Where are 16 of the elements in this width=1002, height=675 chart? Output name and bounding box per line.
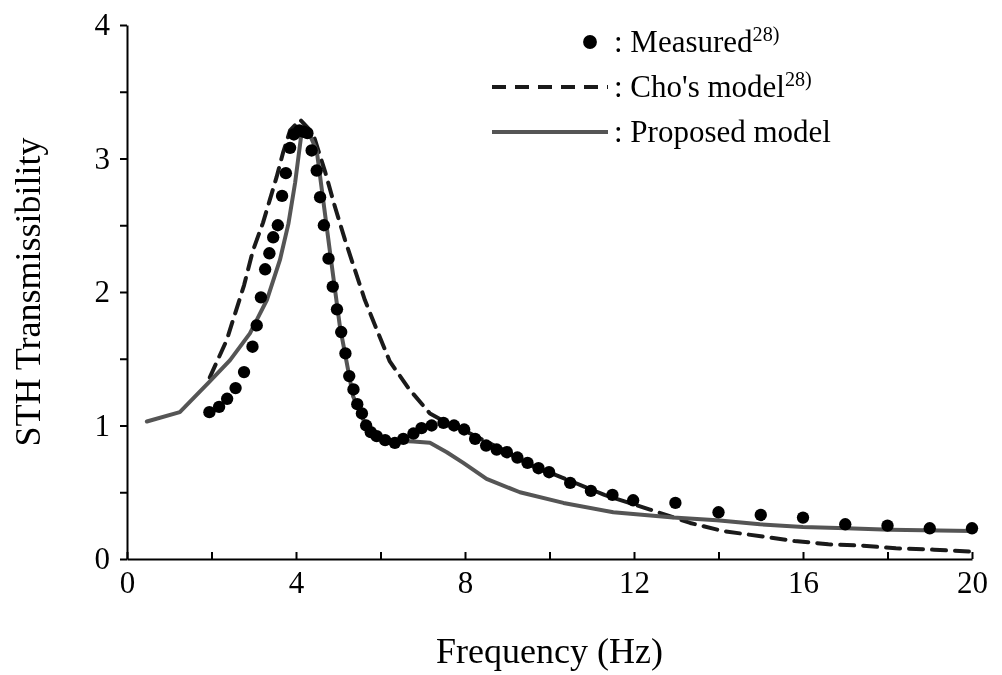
y-axis-title: STH Transmissibility	[8, 137, 48, 447]
legend-label: : Cho's model$^{28)}$	[614, 68, 812, 104]
x-tick-label: 4	[288, 565, 305, 601]
y-tick-label: 2	[94, 274, 110, 310]
x-tick-label: 16	[788, 565, 819, 601]
x-tick-label: 8	[457, 565, 474, 601]
y-tick-label: 4	[94, 7, 111, 43]
legend-label: : Measured$^{28)}$	[614, 23, 780, 59]
y-tick-label: 3	[94, 140, 110, 176]
x-tick-label: 0	[119, 565, 136, 601]
y-tick-label: 1	[94, 407, 110, 443]
x-tick-label: 12	[619, 565, 650, 601]
legend-label: : Proposed model	[614, 114, 831, 149]
x-axis-title: Frequency (Hz)	[436, 631, 663, 671]
x-tick-label: 20	[957, 565, 988, 601]
y-tick-label: 0	[94, 541, 110, 577]
